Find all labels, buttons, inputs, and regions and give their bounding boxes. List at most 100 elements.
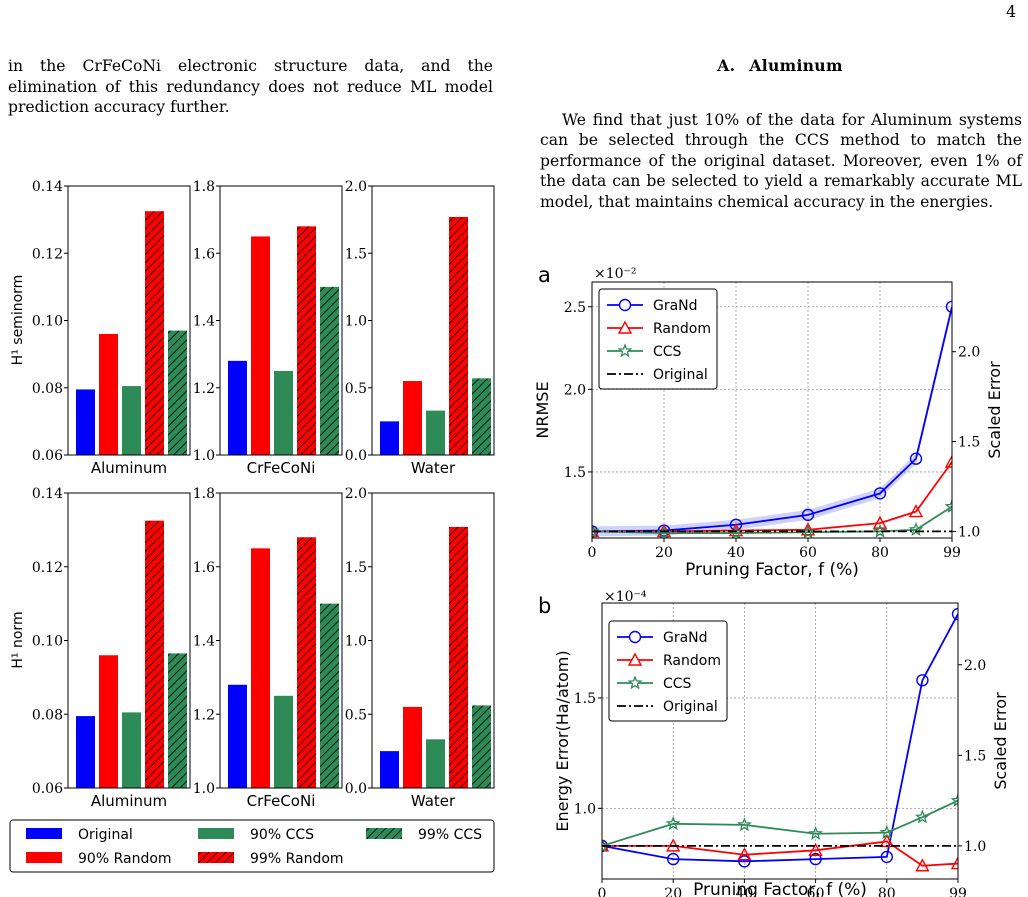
data-point-random	[950, 856, 958, 870]
data-point-ccs	[915, 809, 930, 824]
y2-tick-label: 1.0	[958, 524, 980, 540]
legend-marker	[617, 343, 633, 358]
data-point-random	[944, 454, 952, 468]
bar-90-ccs-crfeconi	[274, 370, 293, 455]
x-tick-label: 60	[799, 545, 817, 561]
data-point-grand	[945, 300, 952, 313]
legend-entry: Random	[653, 321, 711, 337]
legend-marker	[617, 320, 633, 334]
data-point-ccs	[879, 824, 895, 839]
bar-99-ccs-aluminum	[168, 653, 187, 788]
x-tick-label: 80	[878, 886, 896, 897]
bar-90-ccs-aluminum	[122, 712, 141, 788]
y-axis-label: H¹ seminorm	[10, 275, 26, 366]
legend-swatch	[198, 852, 234, 863]
bar-original-aluminum	[76, 389, 95, 455]
legend-entry: 90% CCS	[250, 827, 314, 843]
y-tick-label: 1.0	[574, 801, 596, 817]
bar-99-random-aluminum	[145, 211, 164, 455]
left-column-paragraph: in the CrFeCoNi electronic structure dat…	[8, 57, 493, 116]
y-tick-label: 1.5	[574, 691, 596, 707]
y-tick-label: 1.0	[345, 314, 367, 330]
bar-90-ccs-water	[426, 739, 445, 788]
series-random	[602, 834, 958, 872]
x-tick-label: 60	[807, 886, 825, 897]
panel-label: a	[538, 263, 551, 287]
category-label: Water	[411, 459, 456, 477]
bar-99-random-crfeconi	[297, 226, 316, 455]
data-point-grand	[916, 674, 929, 687]
data-point-random	[737, 847, 752, 861]
data-point-grand	[951, 607, 958, 621]
series-line-grand	[602, 613, 958, 863]
legend-entry: GraNd	[663, 630, 708, 646]
y-tick-label: 1.8	[193, 486, 215, 502]
bar-90-random-aluminum	[99, 655, 118, 788]
legend-entry: Original	[663, 699, 718, 715]
bar-original-water	[380, 421, 399, 455]
legend-entry: Original	[653, 367, 708, 383]
series-grand	[602, 607, 958, 868]
y-tick-label: 1.0	[193, 781, 215, 797]
y2-axis-label: Scaled Error	[991, 692, 1010, 790]
y-tick-label: 2.0	[345, 179, 367, 195]
data-point-ccs	[944, 498, 952, 513]
data-point-ccs	[908, 521, 924, 537]
legend-entry: GraNd	[653, 298, 698, 314]
y-tick-label: 1.6	[193, 246, 215, 262]
data-point-grand	[801, 508, 815, 522]
legend-entry: Original	[78, 827, 133, 843]
bar-90-ccs-water	[426, 410, 445, 455]
legend-swatch	[366, 828, 402, 839]
bar-99-random-crfeconi	[297, 537, 316, 788]
y-tick-label: 1.5	[564, 465, 586, 481]
legend-marker	[628, 630, 642, 644]
bar-99-random-water	[449, 216, 468, 455]
x-tick-label: 0	[598, 886, 607, 897]
y-tick-label: 0.12	[32, 560, 63, 576]
line-axes-frame	[601, 602, 959, 880]
axis-exponent: ×10⁻⁴	[604, 589, 647, 605]
bar-90-random-crfeconi	[251, 236, 270, 455]
y-tick-label: 0.08	[32, 381, 63, 397]
y-tick-label: 2.5	[564, 300, 586, 316]
series-line-ccs	[602, 799, 958, 847]
line-legend-box	[608, 620, 728, 722]
section-heading: A. Aluminum	[540, 56, 1020, 75]
bar-90-ccs-aluminum	[122, 386, 141, 455]
series-ccs	[602, 792, 958, 853]
bar-original-crfeconi	[228, 684, 247, 788]
data-point-ccs	[800, 524, 816, 538]
y2-tick-label: 1.0	[964, 839, 986, 855]
data-point-random	[872, 515, 888, 529]
data-point-random	[915, 858, 930, 872]
bar-original-aluminum	[76, 716, 95, 788]
y-tick-label: 1.2	[193, 707, 215, 723]
y2-tick-label: 2.0	[958, 345, 980, 361]
data-point-ccs	[592, 523, 600, 538]
y-tick-label: 1.0	[193, 448, 215, 464]
y-tick-label: 0.0	[345, 781, 367, 797]
right-column-paragraph: We find that just 10% of the data for Al…	[540, 111, 1022, 211]
y-tick-label: 0.14	[32, 486, 63, 502]
axis-exponent: ×10⁻²	[594, 266, 637, 282]
y-tick-label: 0.10	[32, 634, 63, 650]
y-tick-label: 0.14	[32, 179, 63, 195]
y-tick-label: 0.12	[32, 246, 63, 262]
y-tick-label: 1.2	[193, 381, 215, 397]
data-point-grand	[880, 850, 893, 864]
y2-tick-label: 1.5	[964, 748, 986, 764]
data-point-ccs	[602, 838, 610, 853]
legend-marker	[627, 652, 643, 666]
bar-99-ccs-crfeconi	[320, 603, 339, 788]
y-tick-label: 1.4	[193, 314, 215, 330]
category-label: CrFeCoNi	[247, 459, 316, 477]
data-point-grand	[909, 452, 923, 465]
data-point-random	[908, 504, 924, 518]
page-number: 4	[1006, 2, 1017, 21]
y-axis-label: NRMSE	[533, 381, 552, 438]
data-point-grand	[873, 487, 887, 500]
y-tick-label: 0.06	[32, 448, 63, 464]
bar-90-random-water	[403, 381, 422, 455]
y2-axis-label: Scaled Error	[985, 361, 1004, 459]
